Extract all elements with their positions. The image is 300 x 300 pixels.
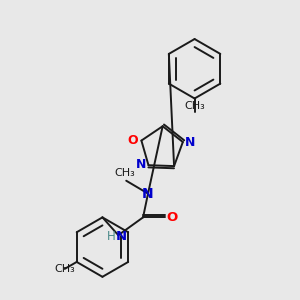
Text: O: O [128,134,138,147]
Text: H: H [106,230,115,243]
Text: N: N [136,158,146,171]
Text: O: O [167,211,178,224]
Text: N: N [142,187,154,201]
Text: CH₃: CH₃ [184,101,205,111]
Text: N: N [185,136,195,148]
Text: CH₃: CH₃ [115,168,136,178]
Text: N: N [115,230,126,243]
Text: CH₃: CH₃ [54,264,75,274]
